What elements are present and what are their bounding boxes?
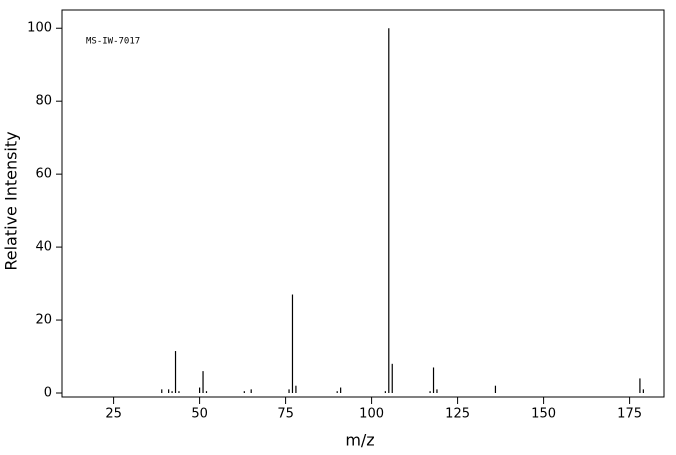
- plot-frame: [61, 9, 665, 398]
- annotation: MS-IW-7017: [86, 37, 140, 47]
- y-tick-label: 20: [35, 313, 52, 328]
- y-tick-label: 80: [35, 94, 52, 109]
- y-tick-label: 60: [35, 167, 52, 182]
- x-axis-title: m/z: [345, 431, 374, 450]
- x-tick-label: 175: [617, 407, 642, 422]
- x-tick-label: 50: [191, 407, 208, 422]
- x-tick-label: 150: [531, 407, 556, 422]
- y-tick-label: 0: [44, 386, 52, 401]
- x-tick-label: 25: [105, 407, 122, 422]
- x-tick-label: 100: [359, 407, 384, 422]
- y-axis-title: Relative Intensity: [2, 131, 21, 270]
- x-tick-label: 75: [277, 407, 294, 422]
- y-tick-label: 40: [35, 240, 52, 255]
- x-tick-label: 125: [445, 407, 470, 422]
- y-tick-label: 100: [27, 21, 52, 36]
